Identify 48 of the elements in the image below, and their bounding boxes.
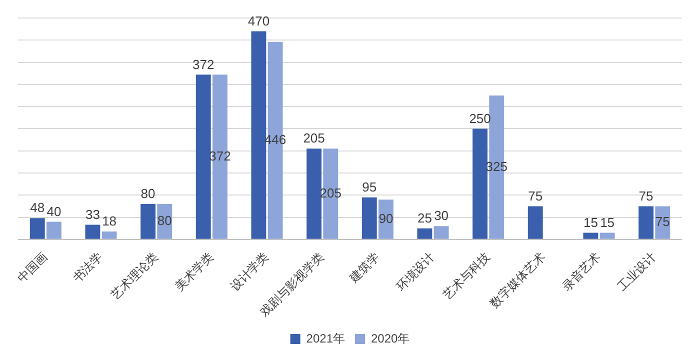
data-label: 80 [140,186,156,202]
bar [528,206,543,239]
x-tick-label: 数字媒体艺术 [487,250,548,311]
data-label: 75 [638,188,654,204]
bar [251,31,266,239]
data-label: 75 [655,214,670,230]
bar [583,232,598,239]
bar [102,231,117,239]
bar [655,206,670,239]
data-label: 205 [320,185,342,200]
x-tick-label: 建筑学 [346,250,382,286]
x-tick-label: 美术学类 [172,250,216,294]
data-label: 95 [362,179,377,194]
x-tick-label: 录音艺术 [559,250,604,294]
data-label: 372 [192,56,214,72]
bar [30,218,45,239]
x-tick-label: 艺术理论类 [108,250,161,302]
data-label: 48 [30,200,45,216]
bar [46,222,62,239]
legend-label: 2021年 [306,331,346,346]
bar [472,128,488,239]
bar [600,232,615,239]
bar [85,224,100,239]
bar [362,197,377,239]
data-label: 25 [417,210,432,226]
legend-label: 2020年 [371,331,410,346]
x-tick-label: 设计学类 [227,250,272,294]
bar [434,226,449,239]
data-label: 80 [157,213,172,228]
data-label: 90 [378,210,394,226]
data-label: 75 [528,188,543,204]
bar [417,228,432,239]
data-label: 470 [248,13,270,28]
bar [196,74,211,239]
data-label: 18 [102,214,117,229]
data-label: 15 [583,214,598,230]
bar [306,148,322,239]
data-label: 30 [434,208,449,224]
data-label: 205 [303,130,325,146]
data-label: 15 [600,214,615,230]
x-tick-label: 环境设计 [393,250,438,294]
data-label: 33 [85,206,100,222]
data-label: 40 [46,204,62,219]
x-tick-label: 中国画 [14,250,50,286]
x-tick-label: 书法学 [70,250,106,286]
bar [638,206,654,239]
x-tick-label: 工业设计 [614,250,659,294]
bar [140,204,156,239]
